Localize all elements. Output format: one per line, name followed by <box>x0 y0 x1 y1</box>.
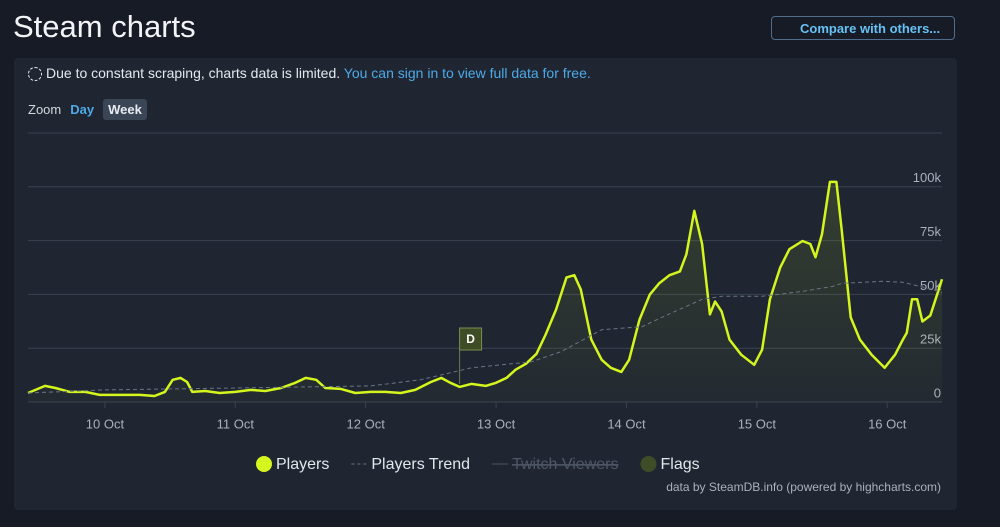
area <box>28 181 942 402</box>
zoom-option[interactable]: Week <box>103 99 147 120</box>
zoom-label: Zoom <box>28 102 62 117</box>
compare-button[interactable]: Compare with others... <box>771 16 955 40</box>
zoom: Zoom Day Week <box>28 99 147 120</box>
zoom-option[interactable]: Day <box>70 102 95 117</box>
credits: data by SteamDB.info (powered by highcha… <box>666 480 941 494</box>
x-tick-label: 13 Oct <box>477 416 516 431</box>
x-tick-label: 14 Oct <box>607 416 646 431</box>
notice-icon <box>28 67 42 81</box>
legend-label: Players <box>276 456 329 473</box>
flag <box>459 327 483 351</box>
flag-label: D <box>466 332 475 346</box>
compare-label: Compare with others... <box>800 21 941 36</box>
legend-label: Flags <box>660 456 699 473</box>
x-tick-label: 12 Oct <box>347 416 386 431</box>
legend-symbol <box>256 456 272 472</box>
legend: Players Players Trend Twitch Viewers Flags <box>256 456 700 473</box>
x-tick-label: 11 Oct <box>217 416 255 431</box>
notice: Due to constant scraping, charts data is… <box>28 65 591 81</box>
series-line <box>27 180 944 398</box>
legend-label: Twitch Viewers <box>512 456 618 473</box>
y-tick-label: 75k <box>920 224 941 239</box>
x-tick-label: 15 Oct <box>738 416 777 431</box>
legend-symbol <box>640 456 657 472</box>
page-title: Steam charts <box>13 9 196 44</box>
series-line <box>27 280 943 394</box>
y-tick-label: 100k <box>913 170 942 185</box>
x-tick-label: 16 Oct <box>868 416 907 431</box>
legend-label: Players Trend <box>371 456 470 473</box>
sign-in-link[interactable]: You can sign in to view full data for fr… <box>343 65 591 81</box>
x-tick-label: 10 Oct <box>86 416 125 431</box>
notice-text: Due to constant scraping, charts data is… <box>46 65 341 81</box>
y-tick-label: 50k <box>920 278 941 293</box>
